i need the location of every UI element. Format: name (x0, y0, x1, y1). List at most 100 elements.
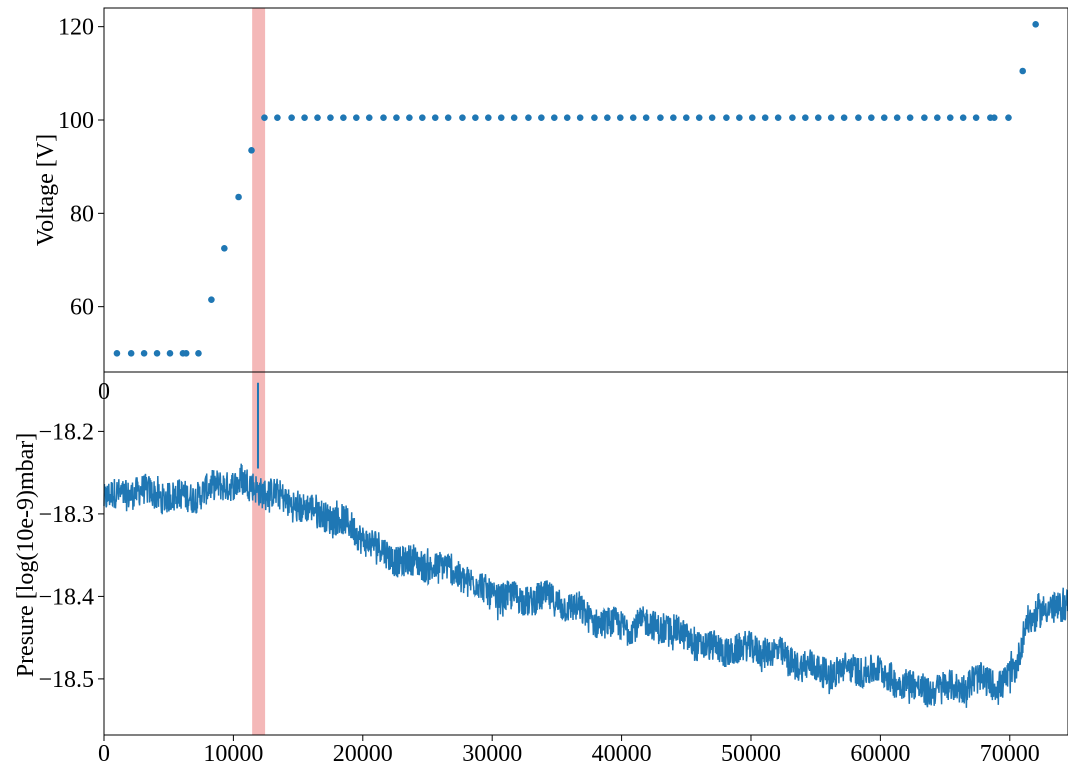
voltage-point (802, 114, 809, 121)
x-tick-label: 70000 (980, 741, 1040, 763)
voltage-point (921, 114, 928, 121)
voltage-point (827, 114, 835, 121)
voltage-point (248, 147, 255, 154)
voltage-point (990, 114, 998, 121)
voltage-point (221, 245, 228, 252)
pressure-y-axis-label: Presure [log(10e-9)mbar] (13, 433, 39, 678)
voltage-point (736, 114, 743, 121)
voltage-point (485, 114, 492, 121)
voltage-point (789, 114, 796, 121)
voltage-point (604, 114, 611, 121)
voltage-point (208, 296, 215, 303)
voltage-point (472, 114, 479, 121)
voltage-point (393, 114, 400, 121)
voltage-y-axis-label: Voltage [V] (33, 134, 59, 246)
voltage-point (814, 114, 822, 121)
voltage-point (906, 114, 914, 121)
voltage-point (563, 114, 571, 121)
voltage-point (1019, 67, 1027, 75)
voltage-point (380, 114, 387, 121)
voltage-point (538, 114, 545, 121)
voltage-point (880, 114, 888, 121)
voltage-point (972, 114, 980, 121)
voltage-point (1032, 21, 1039, 28)
voltage-point (1005, 114, 1012, 121)
voltage-point (127, 350, 135, 357)
voltage-point (153, 350, 161, 357)
voltage-point (525, 114, 532, 121)
voltage-point (140, 350, 148, 357)
voltage-point (314, 114, 321, 121)
x-tick-label: 20000 (333, 741, 393, 763)
x-tick-label: 0 (98, 741, 110, 763)
voltage-point (959, 114, 967, 121)
voltage-point (576, 114, 584, 121)
voltage-point (235, 193, 242, 201)
voltage-y-ticks: 60 80 100 120 (58, 15, 104, 321)
pressure-series (103, 382, 1068, 708)
y-tick-label: −18.2 (38, 419, 94, 445)
voltage-point (893, 114, 901, 121)
pressure-x-ticks: 0 10000 20000 30000 40000 50000 60000 70000 (98, 735, 1040, 763)
x-tick-label: 30000 (462, 741, 522, 763)
x-tick-label: 60000 (850, 741, 910, 763)
voltage-point (840, 114, 848, 121)
pressure-line (103, 463, 1068, 708)
voltage-point (288, 114, 295, 121)
y-tick-label: −18.4 (38, 584, 94, 610)
voltage-point (682, 114, 690, 121)
voltage-point (629, 114, 637, 121)
voltage-point (642, 114, 650, 121)
voltage-point (431, 114, 439, 121)
voltage-point (301, 114, 308, 121)
pressure-y-ticks: −18.2 −18.3 −18.4 −18.5 (38, 419, 104, 693)
voltage-point (166, 350, 174, 357)
voltage-point (274, 114, 281, 121)
highlight-band (252, 372, 266, 735)
voltage-point (261, 114, 268, 121)
highlight-band (252, 8, 266, 372)
voltage-point (550, 114, 558, 121)
voltage-point (459, 114, 466, 121)
voltage-point (855, 114, 862, 121)
voltage-point (748, 114, 756, 121)
x-tick-label: 40000 (592, 741, 652, 763)
voltage-point (497, 114, 505, 121)
voltage-point (353, 114, 360, 121)
voltage-point (616, 114, 624, 121)
y-tick-label: −18.3 (38, 502, 94, 528)
voltage-point (934, 114, 941, 121)
voltage-point (444, 114, 452, 121)
voltage-point (695, 114, 703, 121)
voltage-point (708, 114, 716, 121)
voltage-point (670, 114, 677, 121)
voltage-point (761, 114, 769, 121)
voltage-points (113, 21, 1039, 357)
y-tick-label: 80 (70, 201, 94, 227)
y-tick-label: 120 (58, 15, 94, 41)
voltage-point (406, 114, 413, 121)
voltage-point (510, 114, 518, 121)
voltage-point (946, 114, 954, 121)
voltage-point (365, 114, 373, 121)
voltage-point (419, 114, 426, 121)
voltage-point (723, 114, 730, 121)
y-tick-label: 100 (58, 108, 94, 134)
y-tick-label: 60 (70, 295, 94, 321)
voltage-axes-frame (103, 7, 1068, 373)
voltage-point (182, 350, 190, 357)
highlight-band-top (252, 8, 266, 372)
voltage-point (868, 114, 875, 121)
pressure-axes-frame (103, 371, 1068, 736)
pressure-panel: −18.2 −18.3 −18.4 −18.5 0 10000 20000 30000 400… (13, 371, 1068, 763)
voltage-point (340, 114, 347, 121)
x-tick-label: 10000 (203, 741, 263, 763)
voltage-point (657, 114, 664, 121)
voltage-point (113, 350, 121, 357)
voltage-point (591, 114, 598, 121)
y-tick-label: −18.5 (38, 667, 94, 693)
voltage-point (774, 114, 782, 121)
highlight-band-bottom (252, 372, 266, 735)
